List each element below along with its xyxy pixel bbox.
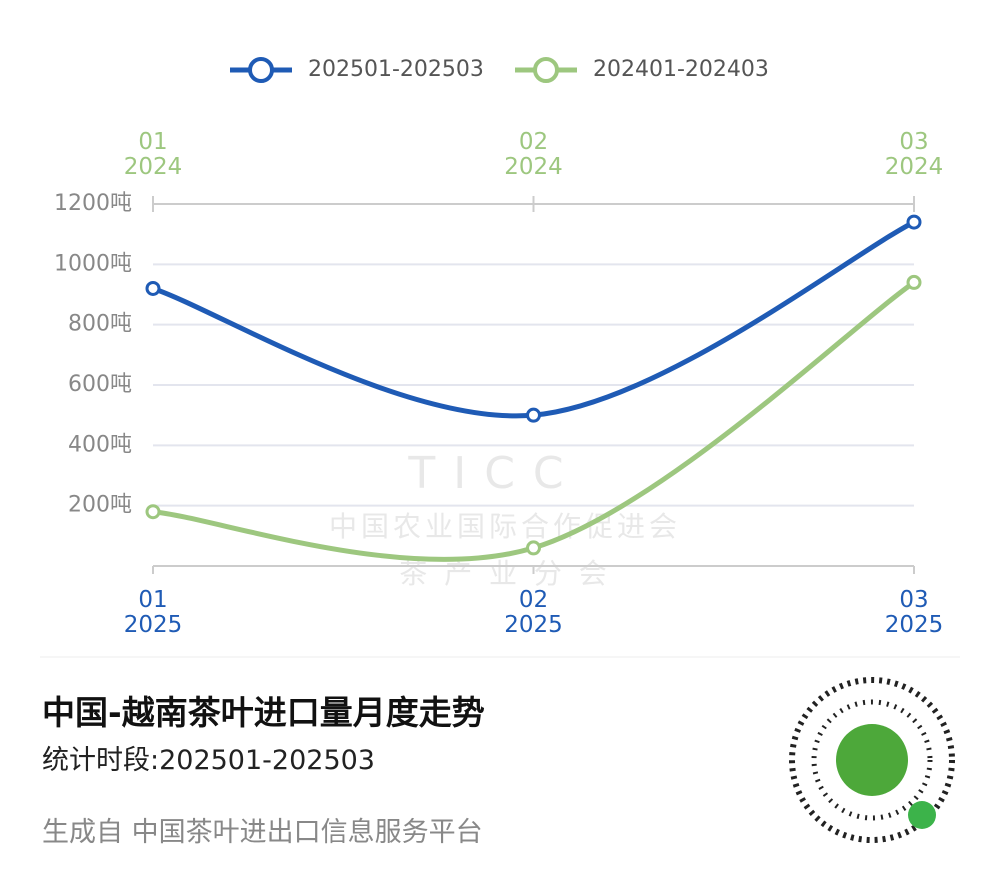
data-point: [145, 504, 161, 520]
x-tick-label: 01 2025: [123, 587, 183, 638]
data-point: [906, 274, 922, 290]
subtitle: 统计时段:202501-202503: [42, 745, 375, 776]
series-line: [152, 219, 916, 419]
qr-code: [789, 677, 955, 843]
footer: 生成自 中国茶叶进出口信息服务平台: [42, 817, 483, 848]
y-tick-label: 600吨: [68, 372, 132, 397]
data-point: [906, 214, 922, 230]
y-tick-label: 200吨: [68, 493, 132, 518]
data-point: [526, 540, 541, 556]
watermark: 茶 产 业 分 会: [399, 557, 611, 590]
watermark: TICC: [407, 448, 581, 499]
y-tick-label: 1000吨: [54, 251, 132, 276]
watermark: 中国农业国际合作促进会: [329, 510, 681, 543]
legend-label[interactable]: 202501-202503: [308, 57, 484, 82]
x2-tick-label: 02 2024: [504, 129, 563, 180]
y-tick-label: 1200吨: [54, 191, 132, 216]
y-tick-label: 800吨: [68, 312, 132, 337]
y-tick-label: 400吨: [68, 432, 132, 457]
title: 中国-越南茶叶进口量月度走势: [42, 693, 485, 732]
legend-marker: [248, 57, 274, 83]
x2-tick-label: 03 2024: [884, 129, 944, 180]
data-point: [145, 280, 161, 296]
data-point: [526, 407, 541, 423]
x2-tick-label: 01 2024: [123, 129, 183, 180]
x-tick-label: 03 2025: [884, 587, 944, 638]
legend-marker: [533, 57, 559, 83]
x-tick-label: 02 2025: [504, 587, 563, 638]
legend-label[interactable]: 202401-202403: [593, 57, 769, 82]
